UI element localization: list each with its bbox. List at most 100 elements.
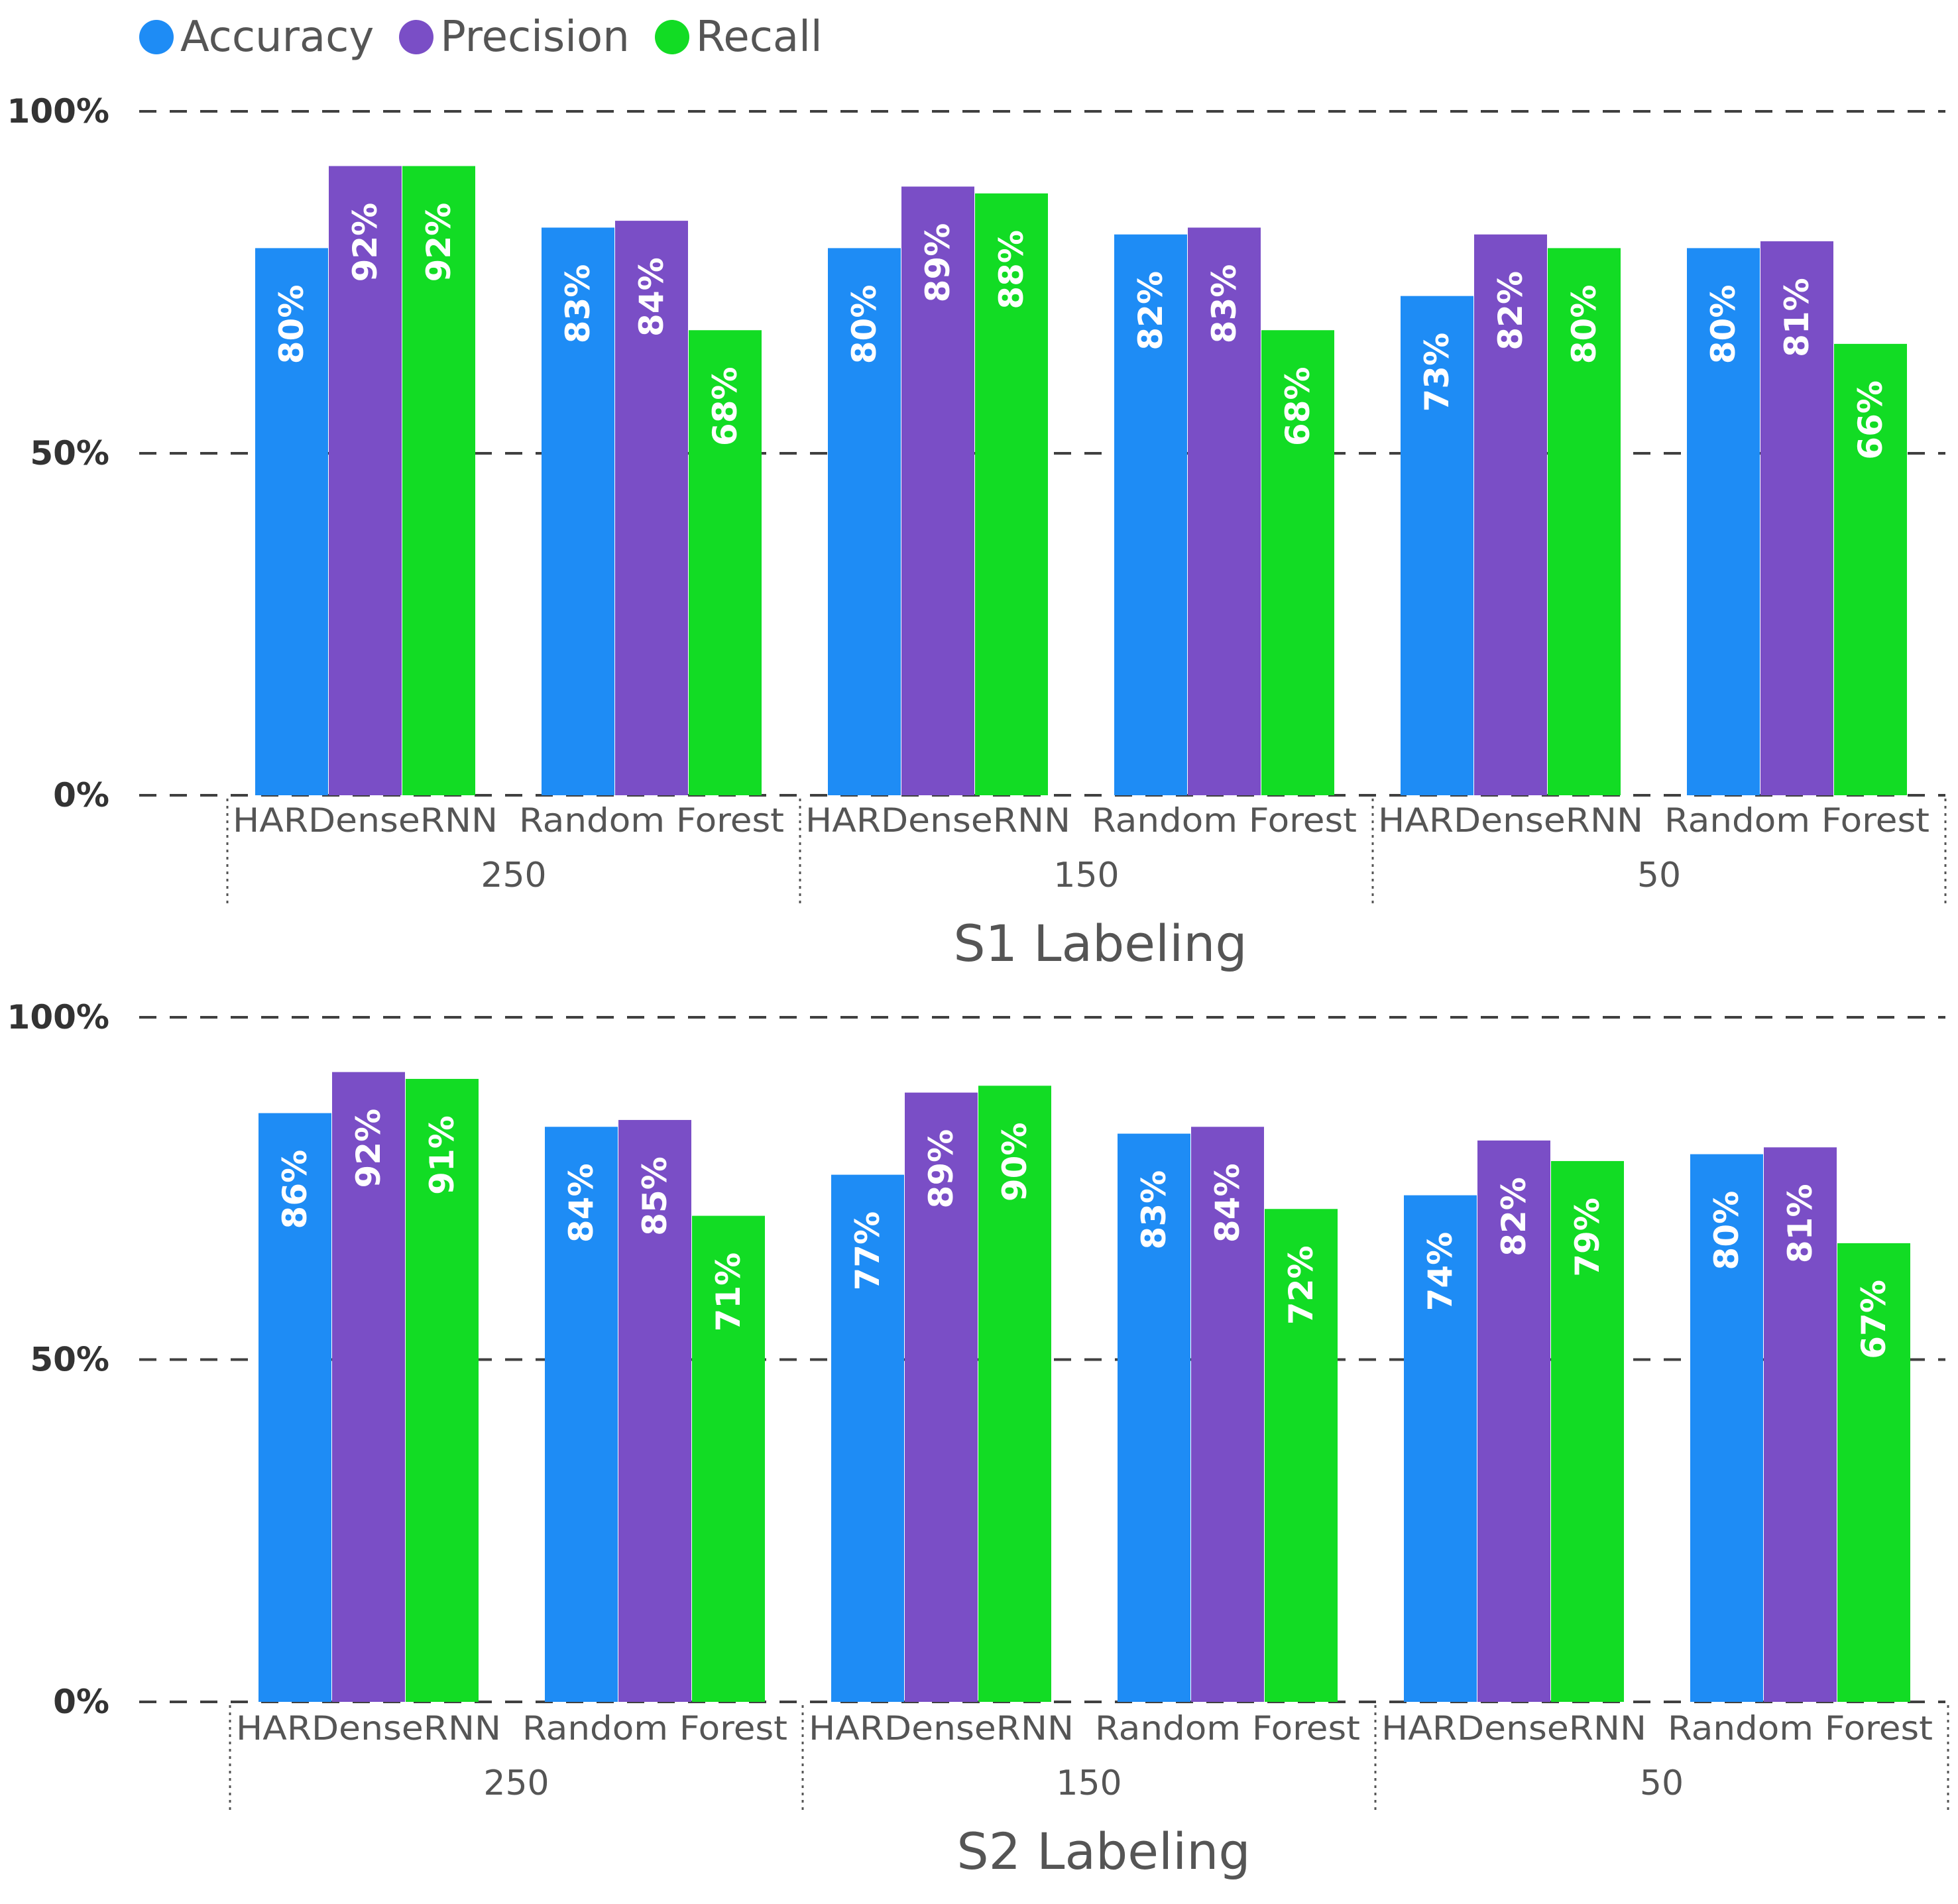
legend-item-precision[interactable]: Precision	[399, 13, 630, 62]
bar-accuracy	[255, 248, 328, 795]
x-category-label: HARDenseRNN	[805, 801, 1070, 840]
bar-accuracy	[545, 1127, 618, 1702]
bar-precision	[329, 166, 402, 795]
x-category-label: Random Forest	[1092, 801, 1357, 840]
y-tick-label: 50%	[30, 1341, 109, 1379]
bar-accuracy	[1687, 248, 1760, 795]
bar-value-label: 80%	[845, 285, 884, 364]
bar-value-label: 71%	[709, 1253, 748, 1332]
bar-value-label: 84%	[562, 1163, 601, 1243]
bar-recall	[402, 166, 475, 795]
bar-recall	[1834, 343, 1907, 795]
bar-value-label: 81%	[1778, 278, 1816, 357]
legend-label-precision: Precision	[440, 12, 630, 62]
x-group-label: 150	[1056, 1764, 1122, 1803]
bar-value-label: 79%	[1568, 1198, 1607, 1277]
bar-precision	[1760, 241, 1833, 796]
chart-1: 0% 50% 100% 80% 83% 80% 82% 73% 80% 92% 84% 89% 83% 8…	[7, 92, 1947, 973]
y-tick-label: 50%	[30, 434, 109, 473]
bar-precision	[1764, 1147, 1837, 1702]
bar-recall	[1265, 1209, 1338, 1702]
bar-recall	[692, 1215, 765, 1702]
x-category-label: Random Forest	[519, 801, 784, 840]
x-category-label: HARDenseRNN	[809, 1709, 1074, 1748]
y-tick-label: 100%	[7, 998, 109, 1036]
bar-value-label: 92%	[420, 203, 458, 282]
bar-precision	[615, 221, 688, 795]
bar-value-label: 86%	[276, 1150, 314, 1229]
bar-precision	[905, 1092, 978, 1702]
bar-precision	[1188, 227, 1261, 795]
bar-recall	[406, 1078, 479, 1702]
chart-legend: Accuracy Precision Recall	[139, 5, 848, 68]
bar-recall	[689, 330, 762, 795]
x-category-label: Random Forest	[522, 1709, 787, 1748]
x-group-label: 250	[481, 856, 546, 895]
bar-recall	[1261, 330, 1334, 795]
x-category-label: HARDenseRNN	[1381, 1709, 1646, 1748]
bar-value-label: 67%	[1855, 1280, 1893, 1359]
bar-value-label: 83%	[1135, 1170, 1173, 1250]
bar-accuracy	[542, 227, 614, 795]
bar-accuracy	[1401, 296, 1473, 795]
bar-value-label: 84%	[632, 257, 671, 337]
bar-value-label: 90%	[996, 1122, 1034, 1202]
bar-precision	[1477, 1140, 1550, 1702]
x-category-label: Random Forest	[1664, 801, 1929, 840]
bar-value-label: 85%	[636, 1156, 674, 1236]
bar-precision	[1474, 234, 1547, 795]
bar-value-label: 91%	[423, 1115, 461, 1195]
chart-title: S1 Labeling	[953, 914, 1247, 973]
bar-precision	[618, 1119, 691, 1702]
bar-value-label: 68%	[1279, 366, 1317, 446]
legend-dot-accuracy-icon	[139, 19, 174, 54]
bar-value-label: 88%	[992, 230, 1031, 309]
y-tick-label: 0%	[53, 776, 109, 814]
y-tick-label: 100%	[7, 92, 109, 131]
bar-accuracy	[828, 248, 901, 795]
bar-value-label: 73%	[1418, 333, 1456, 412]
bar-recall	[1548, 248, 1621, 795]
bar-value-label: 66%	[1851, 380, 1890, 460]
bar-accuracy	[1404, 1195, 1477, 1702]
bar-value-label: 82%	[1131, 271, 1170, 351]
bar-value-label: 92%	[346, 203, 384, 282]
x-category-label: Random Forest	[1095, 1709, 1360, 1748]
x-category-label: HARDenseRNN	[1378, 801, 1643, 840]
legend-item-recall[interactable]: Recall	[654, 12, 823, 62]
bar-recall	[1837, 1243, 1910, 1702]
x-category-label: Random Forest	[1668, 1709, 1933, 1748]
x-group-label: 50	[1637, 856, 1681, 895]
bar-value-label: 89%	[919, 223, 957, 303]
bar-value-label: 80%	[1707, 1191, 1746, 1270]
bar-accuracy	[1690, 1154, 1763, 1702]
bar-accuracy	[1114, 234, 1187, 795]
bar-value-label: 83%	[1205, 264, 1243, 344]
x-group-label: 50	[1640, 1764, 1684, 1803]
x-group-label: 150	[1053, 856, 1119, 895]
legend-dot-recall-icon	[654, 19, 689, 54]
y-tick-label: 0%	[53, 1683, 109, 1721]
x-group-label: 250	[483, 1764, 549, 1803]
legend-label-recall: Recall	[695, 12, 823, 62]
bar-precision	[901, 186, 974, 795]
bar-accuracy	[259, 1113, 331, 1702]
chart-2: 0% 50% 100% 86% 84% 77% 83% 74% 80% 92% 85% 89% 84% 8…	[7, 998, 1949, 1881]
bar-value-label: 74%	[1421, 1232, 1460, 1312]
legend-dot-precision-icon	[399, 19, 434, 54]
legend-item-accuracy[interactable]: Accuracy	[139, 13, 374, 62]
bar-value-label: 84%	[1208, 1163, 1247, 1243]
bar-value-label: 89%	[922, 1129, 960, 1209]
bar-precision	[332, 1072, 405, 1702]
bar-value-label: 80%	[1565, 285, 1603, 364]
bar-value-label: 80%	[272, 285, 311, 364]
bar-value-label: 83%	[559, 264, 597, 344]
bar-value-label: 92%	[349, 1109, 388, 1188]
bar-recall	[975, 193, 1048, 796]
chart-title: S2 Labeling	[956, 1822, 1250, 1881]
x-category-label: HARDenseRNN	[236, 1709, 501, 1748]
x-category-label: HARDenseRNN	[233, 801, 498, 840]
bar-value-label: 77%	[848, 1211, 887, 1291]
bar-recall	[978, 1086, 1051, 1702]
